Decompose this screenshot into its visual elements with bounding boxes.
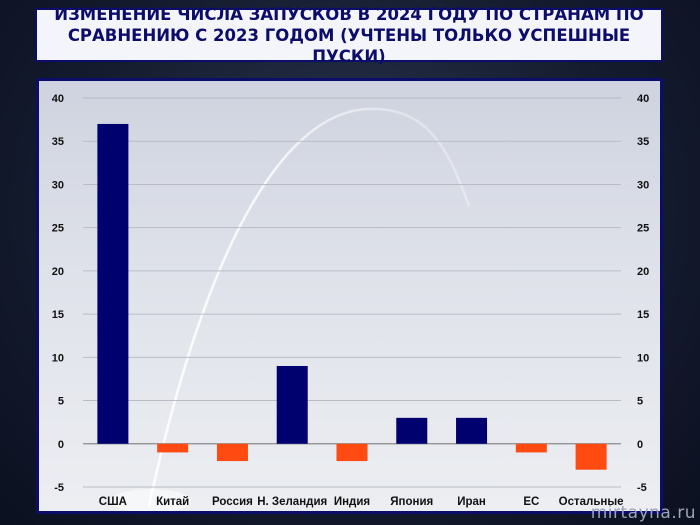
y-tick-label-right: 20 <box>637 266 649 278</box>
chart-title: ИЗМЕНЕНИЕ ЧИСЛА ЗАПУСКОВ В 2024 ГОДУ ПО … <box>54 4 644 66</box>
y-tick-label-left: 15 <box>52 309 64 321</box>
y-tick-label-left: 10 <box>52 352 64 364</box>
x-category-label: США <box>99 496 127 508</box>
bar-1 <box>157 443 189 453</box>
y-tick-label-right: -5 <box>637 482 647 494</box>
y-tick-label-left: -5 <box>54 482 64 494</box>
y-tick-label-left: 40 <box>52 93 64 105</box>
y-tick-label-left: 30 <box>52 179 64 191</box>
y-tick-label-right: 5 <box>637 396 643 408</box>
bar-5 <box>396 417 428 444</box>
bar-chart: -5 -5 0 0 5 5 10 10 15 15 20 20 25 25 30 30 35 35 40 40 США К… <box>52 93 650 513</box>
launch-glow <box>111 489 191 513</box>
chart-title-box: ИЗМЕНЕНИЕ ЧИСЛА ЗАПУСКОВ В 2024 ГОДУ ПО … <box>35 5 663 66</box>
y-tick-label-right: 15 <box>637 309 649 321</box>
background-layer <box>111 107 471 513</box>
x-category-label: Россия <box>212 496 253 508</box>
bar-8 <box>575 443 607 470</box>
x-category-label: Япония <box>390 496 433 508</box>
y-tick-label-left: 0 <box>58 439 64 451</box>
watermark: mirtayna.ru <box>590 503 696 523</box>
bar-0 <box>97 123 129 444</box>
x-category-label: Остальные <box>559 496 624 508</box>
x-category-label: ЕС <box>523 496 539 508</box>
bars-layer <box>97 123 607 470</box>
y-tick-label-left: 20 <box>52 266 64 278</box>
chart-panel: -5 -5 0 0 5 5 10 10 15 15 20 20 25 25 30 30 35 35 40 40 США К… <box>36 78 663 514</box>
bar-4 <box>336 443 368 462</box>
y-tick-label-right: 10 <box>637 352 649 364</box>
bar-3 <box>276 365 308 444</box>
x-category-label: Иран <box>457 496 486 508</box>
bar-6 <box>456 417 488 444</box>
y-tick-label-left: 25 <box>52 223 64 235</box>
y-tick-label-left: 5 <box>58 396 64 408</box>
bar-7 <box>515 443 547 453</box>
y-tick-label-right: 25 <box>637 223 649 235</box>
y-tick-label-right: 40 <box>637 93 649 105</box>
rocket-trail-arc <box>147 107 471 507</box>
y-tick-label-right: 0 <box>637 439 643 451</box>
x-category-label: Н. Зеландия <box>257 496 327 508</box>
y-tick-label-right: 30 <box>637 179 649 191</box>
grid-layer <box>83 97 621 488</box>
y-tick-label-right: 35 <box>637 136 649 148</box>
labels-layer: -5 -5 0 0 5 5 10 10 15 15 20 20 25 25 30 30 35 35 40 40 США К… <box>52 93 650 508</box>
bar-2 <box>216 443 248 462</box>
x-category-label: Китай <box>156 496 189 508</box>
y-tick-label-left: 35 <box>52 136 64 148</box>
x-category-label: Индия <box>334 496 370 508</box>
